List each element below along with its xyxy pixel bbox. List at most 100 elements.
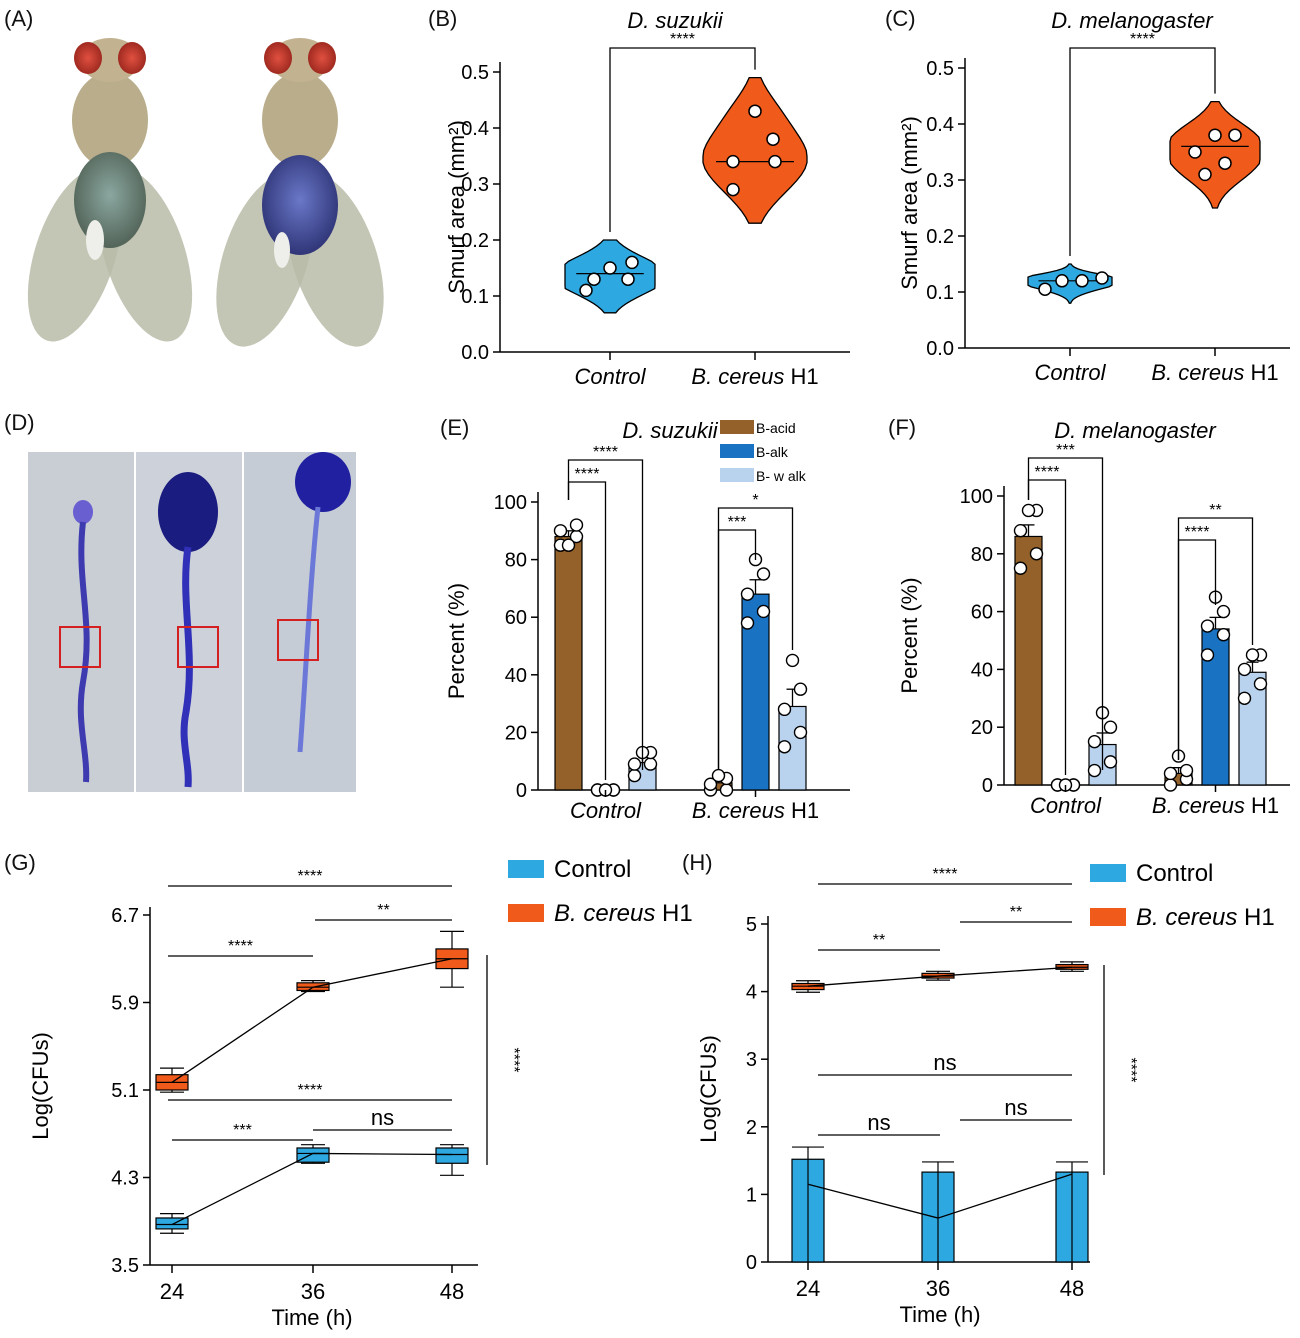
significance-label-vertical: ****: [1122, 1058, 1139, 1083]
data-point: [1216, 604, 1231, 619]
trend-line: [171, 958, 453, 1083]
data-point: [756, 567, 771, 581]
chart-title: D. suzukii: [622, 418, 718, 443]
x-tick-label: Control: [1030, 793, 1102, 818]
box: [296, 1147, 330, 1163]
y-axis-label: Smurf area (mm²): [897, 116, 922, 290]
y-tick-label: 3.5: [111, 1255, 139, 1277]
legend-label: B- w alk: [756, 468, 807, 484]
y-tick-label: 0.3: [461, 174, 489, 196]
data-point: [1087, 763, 1102, 778]
data-point: [643, 757, 658, 771]
violin-body: [702, 76, 808, 224]
data-point: [587, 272, 601, 286]
significance-label: ns: [933, 1050, 956, 1075]
significance-bracket-label: ****: [1130, 31, 1155, 48]
y-tick-label: 100: [494, 492, 527, 514]
significance-bracket: [567, 459, 644, 770]
legend-label: Control: [554, 856, 631, 883]
data-point: [777, 740, 792, 754]
significance-label: **: [1209, 502, 1221, 519]
significance-label: ***: [233, 1122, 252, 1139]
chart-ph-suzukii: D. suzukii 0 20 40 60 80 100 Percent (%) Control…: [444, 418, 850, 823]
panel-label-b: (B): [428, 6, 458, 31]
data-point: [1216, 628, 1231, 642]
legend-swatch: [1090, 908, 1126, 926]
chart-title: D. melanogaster: [1051, 8, 1214, 33]
significance-label: ****: [228, 938, 253, 955]
significance-label: ****: [1185, 524, 1210, 541]
y-tick-label: 40: [971, 659, 993, 681]
bar: [1238, 671, 1267, 786]
data-point: [785, 653, 800, 668]
y-tick-label: 0.0: [461, 342, 489, 364]
panel-label-e: (E): [440, 415, 470, 440]
y-tick-label: 80: [505, 550, 527, 572]
y-tick-label: 60: [505, 607, 527, 629]
y-tick-label: 0.5: [926, 58, 954, 80]
y-tick-label: 40: [505, 665, 527, 687]
legend-swatch: [508, 860, 544, 878]
data-point: [1087, 734, 1102, 749]
x-tick-label: B. cereus H1: [1151, 360, 1278, 385]
legend-label: B-alk: [756, 444, 789, 460]
data-point: [726, 182, 740, 197]
data-point: [1198, 167, 1212, 182]
significance-label: **: [873, 932, 885, 949]
data-point: [1038, 282, 1052, 296]
y-tick-label: 60: [971, 602, 993, 624]
legend-swatch: [720, 444, 754, 458]
y-tick-label: 4.3: [111, 1168, 139, 1190]
data-point: [1245, 648, 1260, 662]
trend-line: [807, 966, 1073, 987]
legend-swatch: [720, 420, 754, 434]
significance-bracket: [1069, 47, 1216, 256]
y-tick-label: 3: [746, 1049, 757, 1071]
data-point: [748, 104, 762, 118]
data-point: [768, 154, 782, 169]
data-point: [1237, 691, 1252, 705]
trend-line: [171, 1152, 453, 1226]
data-point: [1218, 156, 1232, 170]
y-tick-label: 100: [960, 486, 993, 508]
data-point: [1013, 523, 1028, 538]
significance-label: ***: [1056, 442, 1075, 459]
x-tick-label: Control: [575, 364, 647, 389]
significance-label: ****: [933, 866, 958, 883]
y-tick-label: 0.1: [461, 286, 489, 308]
x-axis-label: Time (h): [271, 1305, 352, 1330]
data-point: [1029, 547, 1044, 561]
chart-title: D. suzukii: [627, 8, 723, 33]
x-tick-label: Control: [1035, 360, 1107, 385]
data-point: [625, 255, 639, 270]
smurf-fly-drawing: [216, 38, 384, 347]
significance-label: ns: [1004, 1095, 1027, 1120]
significance-bracket: [717, 507, 794, 770]
data-point: [1228, 128, 1242, 142]
y-axis-label: Smurf area (mm²): [444, 120, 469, 294]
data-point: [766, 132, 780, 146]
legend-label: B. cereus H1: [1136, 904, 1275, 931]
data-point: [793, 725, 808, 740]
y-tick-label: 20: [971, 717, 993, 739]
significance-bracket: [1027, 457, 1104, 770]
y-tick-label: 80: [971, 544, 993, 566]
x-axis-label: Time (h): [899, 1302, 980, 1327]
chart-cfu-suzukii: 3.5 4.3 5.1 5.9 6.7 Log(CFUs) 24 36 48 Time (h) **…: [28, 856, 693, 1330]
significance-bracket-label: ****: [670, 31, 695, 48]
data-point: [1200, 648, 1215, 662]
data-point: [1163, 766, 1178, 781]
fly-photo-panel: [27, 38, 384, 347]
x-tick-label: 36: [926, 1276, 950, 1301]
panel-label-a: (A): [4, 6, 34, 31]
y-tick-label: 0.4: [926, 114, 954, 136]
violin-body: [564, 239, 656, 314]
x-tick-label: 48: [440, 1279, 464, 1304]
data-point: [1200, 619, 1215, 633]
significance-label: ***: [728, 514, 747, 531]
x-tick-label: 24: [796, 1276, 820, 1301]
data-point: [1208, 128, 1222, 142]
data-point: [1188, 145, 1202, 159]
data-point: [627, 768, 642, 783]
